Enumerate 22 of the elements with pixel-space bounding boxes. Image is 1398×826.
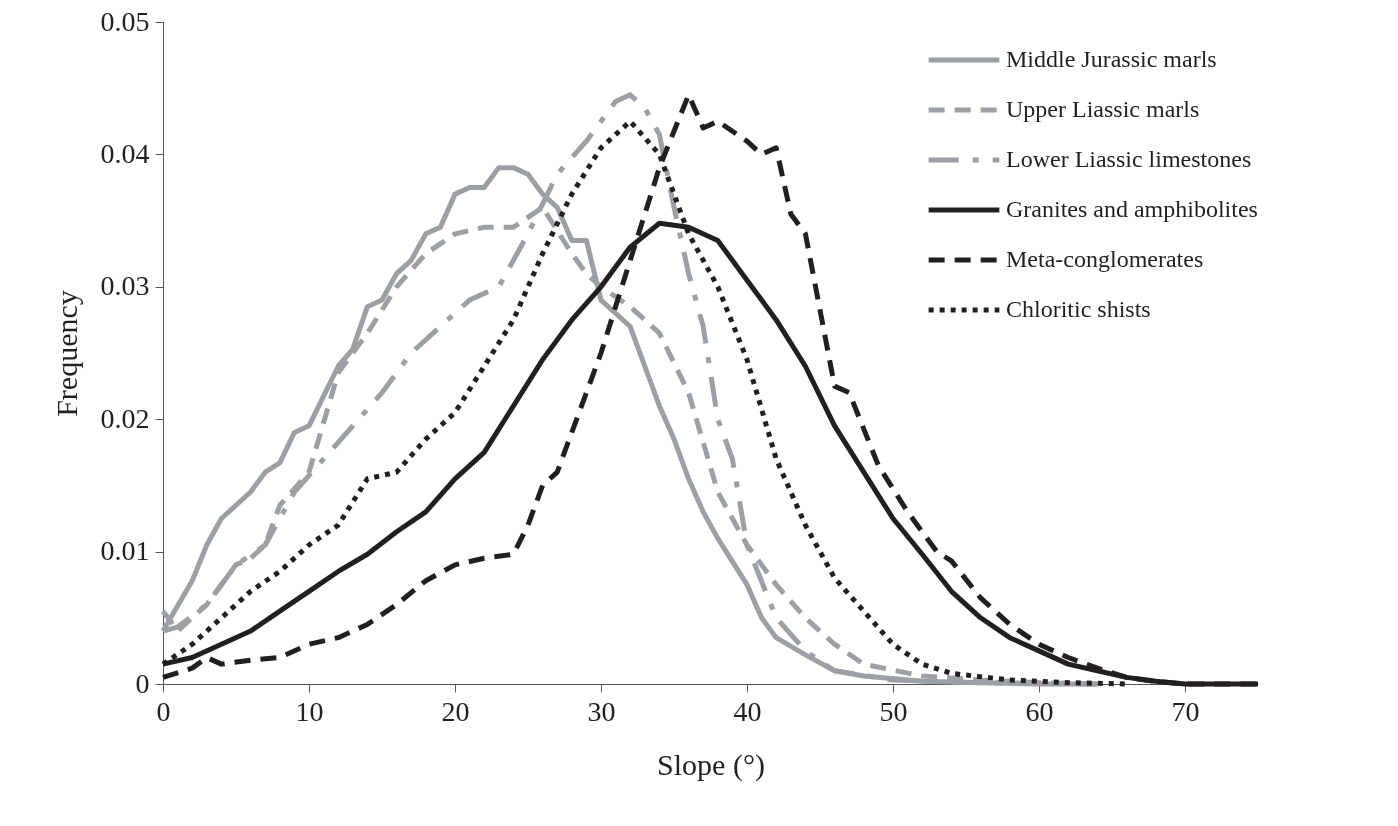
x-axis-title: Slope (°) (657, 747, 765, 782)
legend-label: Lower Liassic limestones (1006, 146, 1252, 172)
y-tick-label: 0.01 (100, 535, 150, 567)
x-tick-label: 20 (441, 695, 470, 727)
legend-label: Upper Liassic marls (1006, 96, 1200, 122)
x-tick-label: 50 (879, 695, 908, 727)
y-tick-label: 0.03 (100, 270, 150, 302)
y-tick-label: 0.04 (100, 137, 150, 169)
legend-label: Meta-conglomerates (1006, 246, 1204, 272)
x-tick-label: 40 (733, 695, 762, 727)
x-tick-label: 10 (295, 695, 324, 727)
x-tick-label: 60 (1025, 695, 1054, 727)
legend-label: Chloritic shists (1006, 296, 1151, 322)
y-tick-label: 0 (135, 667, 150, 699)
legend-label: Middle Jurassic marls (1006, 46, 1217, 72)
y-tick-label: 0.05 (100, 5, 150, 37)
x-tick-label: 30 (587, 695, 616, 727)
x-tick-label: 70 (1171, 695, 1200, 727)
legend-label: Granites and amphibolites (1006, 196, 1258, 222)
y-tick-label: 0.02 (100, 402, 150, 434)
x-tick-label: 0 (156, 695, 171, 727)
y-axis-title: Frequency (49, 290, 83, 417)
